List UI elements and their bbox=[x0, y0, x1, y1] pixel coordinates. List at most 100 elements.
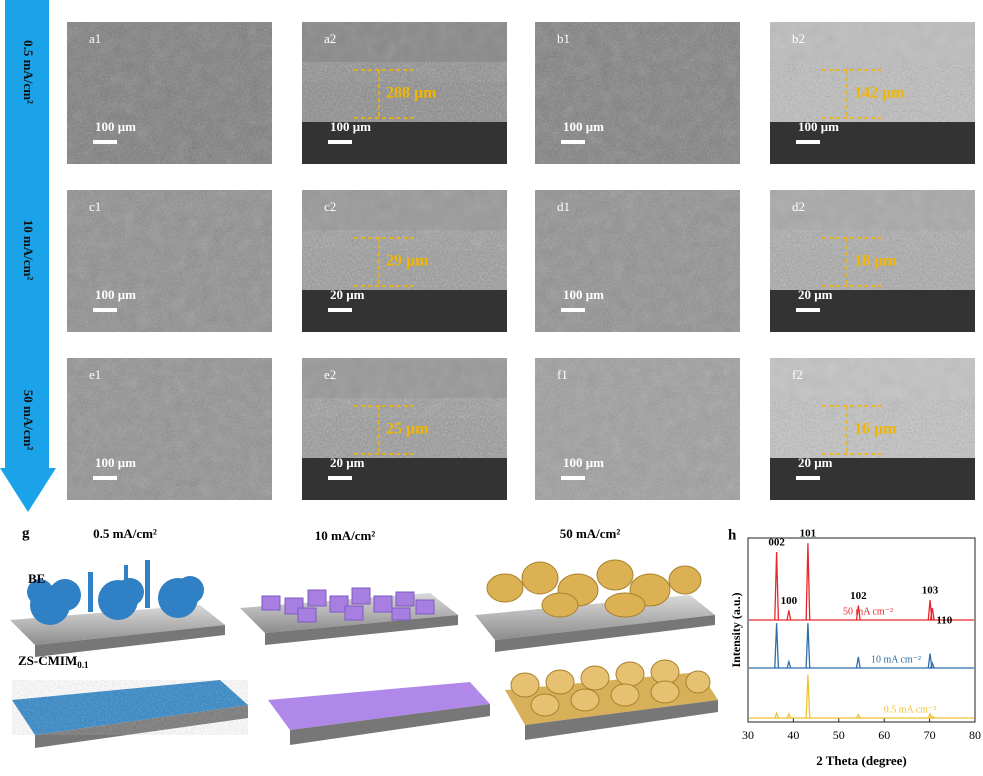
peak bbox=[786, 610, 792, 621]
sem-image: 25 μm e2 20 μm bbox=[302, 358, 507, 500]
arrow bbox=[0, 0, 56, 512]
scale-bar bbox=[328, 140, 352, 144]
thickness-label: 16 μm bbox=[854, 421, 897, 438]
y-axis-label: Intensity (a.u.) bbox=[729, 592, 743, 667]
sem-image: 29 μm c2 20 μm bbox=[302, 190, 507, 332]
scale-bar-label: 20 μm bbox=[798, 287, 833, 302]
scale-bar bbox=[93, 140, 117, 144]
scale-bar bbox=[796, 140, 820, 144]
scale-bar-label: 20 μm bbox=[330, 287, 365, 302]
panel-label: d1 bbox=[557, 199, 570, 214]
x-axis-label: 2 Theta (degree) bbox=[816, 753, 907, 768]
scale-bar bbox=[561, 140, 585, 144]
thickness-label: 29 μm bbox=[386, 253, 429, 270]
plot-frame bbox=[747, 537, 976, 723]
sem-image: f1 100 μm bbox=[535, 358, 740, 500]
current-density-label: 0.5 mA/cm² bbox=[21, 40, 36, 104]
x-tick-label: 60 bbox=[878, 728, 890, 742]
film-layer bbox=[770, 62, 975, 122]
sem-image: 288 μm a2 100 μm bbox=[302, 22, 507, 164]
row-label: BE bbox=[28, 571, 45, 586]
thickness-label: 25 μm bbox=[386, 421, 429, 438]
scale-bar bbox=[93, 308, 117, 312]
sem-image: 18 μm d2 20 μm bbox=[770, 190, 975, 332]
film-layer bbox=[770, 398, 975, 458]
scale-bar-label: 20 μm bbox=[798, 455, 833, 470]
panel-label: e1 bbox=[89, 367, 101, 382]
column-label: 10 mA/cm² bbox=[315, 528, 376, 543]
sem-image: b1 100 μm bbox=[535, 22, 740, 164]
x-tick-label: 30 bbox=[742, 728, 754, 742]
panel-label: f1 bbox=[557, 367, 568, 382]
thickness-label: 288 μm bbox=[386, 85, 437, 102]
scale-bar bbox=[561, 476, 585, 480]
peak bbox=[805, 674, 811, 719]
panel-label: b1 bbox=[557, 31, 570, 46]
peak bbox=[855, 713, 861, 719]
legend-label: 10 mA cm⁻² bbox=[871, 654, 921, 665]
peak bbox=[805, 623, 811, 669]
film-layer bbox=[302, 398, 507, 458]
legend-label: 50 mA cm⁻² bbox=[843, 606, 893, 617]
thickness-label: 142 μm bbox=[854, 85, 905, 102]
panel-label: a1 bbox=[89, 31, 101, 46]
sem-image: d1 100 μm bbox=[535, 190, 740, 332]
scale-bar bbox=[328, 308, 352, 312]
sem-image: a1 100 μm bbox=[67, 22, 272, 164]
current-density-label: 10 mA/cm² bbox=[21, 220, 36, 281]
sem-image: 16 μm f2 20 μm bbox=[770, 358, 975, 500]
peak bbox=[774, 623, 780, 669]
scale-bar bbox=[93, 476, 117, 480]
x-tick-label: 50 bbox=[833, 728, 845, 742]
xrd-chart: 30 40 50 60 70 80 2 Theta (degree) Intensity (a… bbox=[729, 528, 981, 768]
panel-label: e2 bbox=[324, 367, 336, 382]
scale-bar bbox=[328, 476, 352, 480]
column-label: 0.5 mA/cm² bbox=[93, 526, 157, 541]
peak bbox=[927, 653, 933, 669]
peak bbox=[929, 661, 935, 669]
thickness-label: 18 μm bbox=[854, 253, 897, 270]
row-label-text: ZS-CMIM bbox=[18, 653, 77, 668]
row-label-subscript: 0.1 bbox=[77, 660, 89, 670]
x-tick-label: 80 bbox=[969, 728, 981, 742]
peak bbox=[786, 712, 792, 719]
film-layer bbox=[770, 230, 975, 290]
peak bbox=[930, 715, 935, 719]
x-tick-label: 40 bbox=[787, 728, 799, 742]
sem-image: c1 100 μm bbox=[67, 190, 272, 332]
peak bbox=[774, 551, 780, 621]
current-density-label: 50 mA/cm² bbox=[21, 390, 36, 451]
scale-bar-label: 100 μm bbox=[563, 119, 604, 134]
scale-bar bbox=[561, 308, 585, 312]
panel-label: d2 bbox=[792, 199, 805, 214]
scale-bar-label: 100 μm bbox=[95, 287, 136, 302]
peak bbox=[774, 711, 780, 719]
film-layer bbox=[302, 230, 507, 290]
peak-label: 110 bbox=[936, 615, 952, 627]
sem-image: 142 μm b2 100 μm bbox=[770, 22, 975, 164]
scale-bar-label: 100 μm bbox=[563, 287, 604, 302]
sem-panels: a1 100 μm 288 μm a2 100 μm b1 100 μm 142 μm b2 10… bbox=[67, 22, 975, 500]
peak bbox=[855, 605, 861, 621]
peak bbox=[786, 659, 792, 669]
panel-label: g bbox=[22, 525, 30, 541]
panel-label: b2 bbox=[792, 31, 805, 46]
peak-label: 101 bbox=[800, 528, 817, 540]
panel-label: c1 bbox=[89, 199, 101, 214]
panel-label: c2 bbox=[324, 199, 336, 214]
peak-label: 002 bbox=[768, 537, 785, 549]
peak bbox=[929, 607, 935, 621]
scale-bar bbox=[796, 308, 820, 312]
panel-label: f2 bbox=[792, 367, 803, 382]
scale-bar bbox=[796, 476, 820, 480]
panel-label: a2 bbox=[324, 31, 336, 46]
peak-label: 100 bbox=[781, 595, 798, 607]
scale-bar-label: 100 μm bbox=[798, 119, 839, 134]
film-layer bbox=[302, 62, 507, 122]
peak bbox=[855, 656, 861, 669]
panel-label: h bbox=[728, 527, 737, 543]
peak-label: 103 bbox=[922, 585, 939, 597]
peak-label: 102 bbox=[850, 590, 867, 602]
scale-bar-label: 20 μm bbox=[330, 455, 365, 470]
